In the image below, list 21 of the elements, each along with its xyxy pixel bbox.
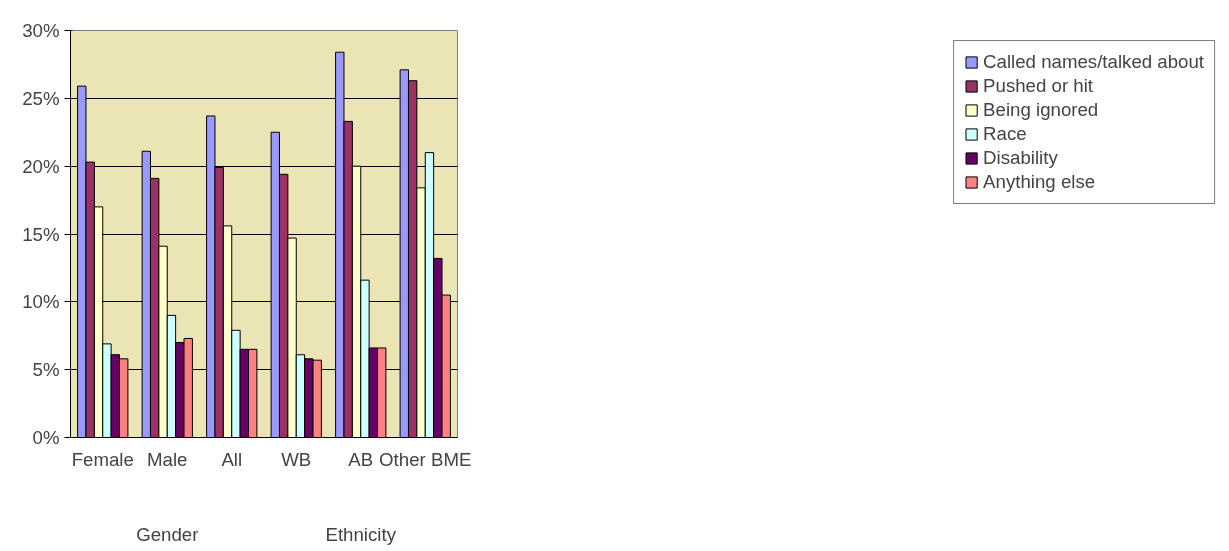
y-tick-label: 30% <box>22 20 60 41</box>
y-tick-label: 15% <box>22 223 60 245</box>
x-tick-label: Other BME <box>379 448 472 470</box>
y-tick-label: 20% <box>22 155 60 177</box>
text: Gender <box>136 523 199 545</box>
x-tick-label: WB <box>281 448 312 470</box>
legend-label: Disability <box>983 147 1058 169</box>
x-tick-label: Male <box>147 448 188 470</box>
legend-label: Pushed or hit <box>983 75 1094 97</box>
legend-label: Race <box>983 123 1027 145</box>
y-tick-label: 10% <box>22 291 60 313</box>
y-tick-label: 0% <box>32 427 60 448</box>
y-tick-label: 5% <box>32 359 60 381</box>
text: Ethnicity <box>325 523 397 545</box>
legend-label: Being ignored <box>983 99 1099 121</box>
y-tick-label: 25% <box>22 87 60 109</box>
x-tick-label: Female <box>71 448 134 470</box>
legend-label: Called names/talked about <box>983 51 1204 73</box>
legend-label: Anything else <box>983 171 1096 193</box>
x-tick-label: All <box>221 448 243 470</box>
x-tick-label: AB <box>348 448 374 470</box>
